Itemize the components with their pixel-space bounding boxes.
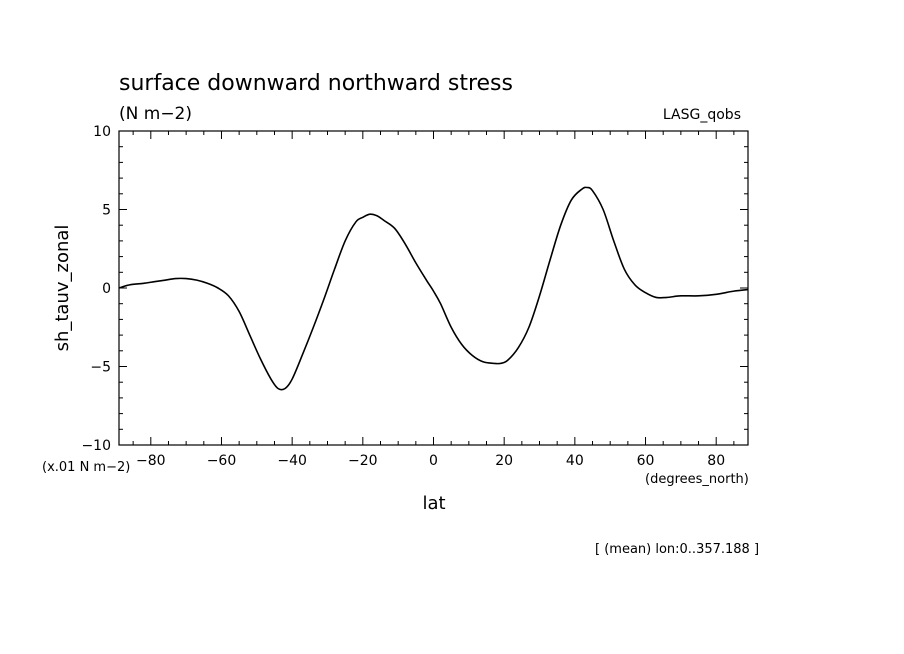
y-tick-label: 5: [102, 203, 111, 219]
x-tick-label: −20: [348, 453, 378, 469]
y-scale-note: (x.01 N m−2): [42, 460, 130, 475]
plot-frame: [118, 130, 749, 446]
x-unit-note: (degrees_north): [645, 472, 749, 487]
y-axis-label: sh_tauv_zonal: [52, 225, 73, 352]
series-line: [118, 186, 749, 391]
y-tick-label: 10: [93, 124, 111, 140]
y-tick-label: −5: [90, 360, 111, 376]
x-tick-label: 80: [707, 453, 725, 469]
x-tick-label: 20: [495, 453, 513, 469]
footer-note: [ (mean) lon:0..357.188 ]: [595, 542, 759, 557]
x-tick-label: 40: [566, 453, 584, 469]
x-tick-label: −60: [207, 453, 237, 469]
y-tick-label: 0: [102, 281, 111, 297]
x-tick-label: 60: [637, 453, 655, 469]
y-tick-label: −10: [81, 438, 111, 454]
x-axis-label: lat: [422, 493, 445, 514]
x-tick-label: 0: [429, 453, 438, 469]
x-tick-label: −80: [136, 453, 166, 469]
dataset-label: LASG_qobs: [663, 107, 741, 123]
x-tick-label: −40: [277, 453, 307, 469]
chart-title: surface downward northward stress: [119, 71, 513, 96]
chart-units: (N m−2): [119, 104, 192, 124]
